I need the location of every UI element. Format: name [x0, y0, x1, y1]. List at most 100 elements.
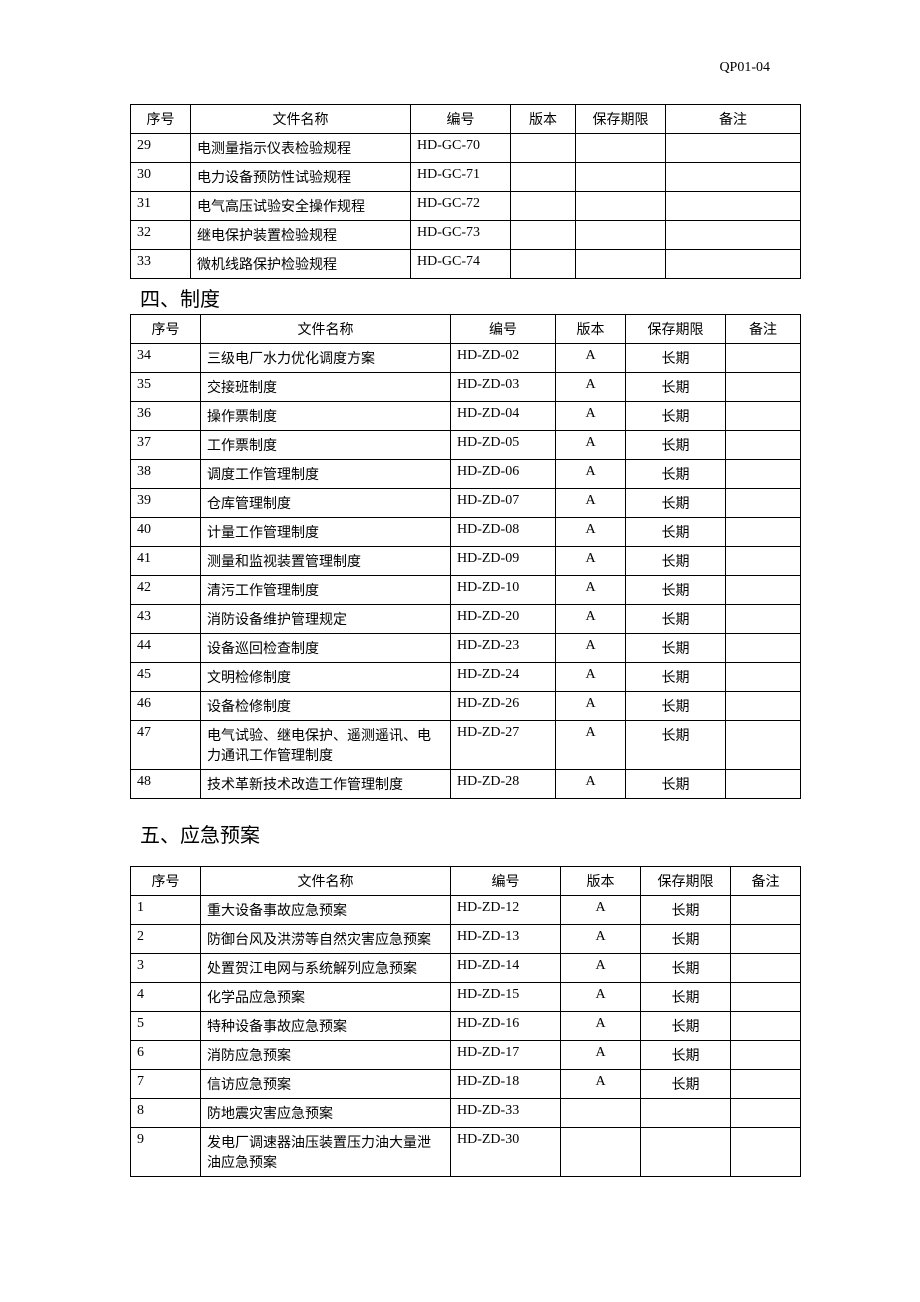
cell-keep: 长期	[626, 402, 726, 431]
cell-remark	[726, 373, 801, 402]
table-row: 1重大设备事故应急预案HD-ZD-12A长期	[131, 896, 801, 925]
cell-remark	[731, 925, 801, 954]
cell-version: A	[556, 663, 626, 692]
table-row: 35交接班制度HD-ZD-03A长期	[131, 373, 801, 402]
cell-remark	[726, 634, 801, 663]
cell-keep: 长期	[626, 460, 726, 489]
cell-code: HD-ZD-04	[451, 402, 556, 431]
cell-seq: 35	[131, 373, 201, 402]
cell-name: 化学品应急预案	[201, 983, 451, 1012]
cell-remark	[731, 1041, 801, 1070]
cell-version: A	[561, 1041, 641, 1070]
table-row: 36操作票制度HD-ZD-04A长期	[131, 402, 801, 431]
th-name: 文件名称	[191, 105, 411, 134]
cell-code: HD-ZD-18	[451, 1070, 561, 1099]
cell-keep: 长期	[626, 547, 726, 576]
cell-remark	[726, 460, 801, 489]
cell-remark	[731, 1070, 801, 1099]
cell-seq: 8	[131, 1099, 201, 1128]
cell-version: A	[561, 896, 641, 925]
cell-code: HD-ZD-12	[451, 896, 561, 925]
cell-remark	[726, 344, 801, 373]
cell-version	[561, 1099, 641, 1128]
th-keep: 保存期限	[576, 105, 666, 134]
cell-name: 防地震灾害应急预案	[201, 1099, 451, 1128]
cell-version: A	[556, 547, 626, 576]
cell-seq: 42	[131, 576, 201, 605]
cell-code: HD-ZD-20	[451, 605, 556, 634]
cell-name: 调度工作管理制度	[201, 460, 451, 489]
cell-version: A	[556, 460, 626, 489]
table-row: 41测量和监视装置管理制度HD-ZD-09A长期	[131, 547, 801, 576]
cell-keep	[576, 250, 666, 279]
cell-name: 三级电厂水力优化调度方案	[201, 344, 451, 373]
cell-remark	[726, 402, 801, 431]
table-row: 47电气试验、继电保护、遥测遥讯、电力通讯工作管理制度HD-ZD-27A长期	[131, 721, 801, 770]
cell-keep: 长期	[626, 692, 726, 721]
cell-seq: 38	[131, 460, 201, 489]
cell-name: 特种设备事故应急预案	[201, 1012, 451, 1041]
cell-seq: 29	[131, 134, 191, 163]
table-row: 40计量工作管理制度HD-ZD-08A长期	[131, 518, 801, 547]
cell-version: A	[556, 402, 626, 431]
cell-version: A	[556, 576, 626, 605]
cell-remark	[731, 1099, 801, 1128]
table-row: 44设备巡回检查制度HD-ZD-23A长期	[131, 634, 801, 663]
cell-remark	[731, 1128, 801, 1177]
cell-keep	[576, 192, 666, 221]
cell-seq: 7	[131, 1070, 201, 1099]
table-row: 33微机线路保护检验规程HD-GC-74	[131, 250, 801, 279]
document-id: QP01-04	[130, 60, 800, 76]
cell-remark	[666, 134, 801, 163]
cell-name: 消防设备维护管理规定	[201, 605, 451, 634]
cell-keep: 长期	[641, 1012, 731, 1041]
cell-code: HD-ZD-09	[451, 547, 556, 576]
th-remark: 备注	[731, 867, 801, 896]
cell-version: A	[556, 634, 626, 663]
cell-name: 微机线路保护检验规程	[191, 250, 411, 279]
cell-remark	[726, 431, 801, 460]
table-row: 48技术革新技术改造工作管理制度HD-ZD-28A长期	[131, 770, 801, 799]
cell-name: 重大设备事故应急预案	[201, 896, 451, 925]
th-seq: 序号	[131, 867, 201, 896]
cell-code: HD-ZD-02	[451, 344, 556, 373]
cell-remark	[731, 954, 801, 983]
th-name: 文件名称	[201, 315, 451, 344]
cell-keep: 长期	[641, 925, 731, 954]
cell-keep: 长期	[626, 770, 726, 799]
cell-seq: 30	[131, 163, 191, 192]
table-row: 42清污工作管理制度HD-ZD-10A长期	[131, 576, 801, 605]
cell-keep: 长期	[626, 431, 726, 460]
cell-keep: 长期	[626, 605, 726, 634]
cell-seq: 45	[131, 663, 201, 692]
cell-code: HD-ZD-24	[451, 663, 556, 692]
table-row: 45文明检修制度HD-ZD-24A长期	[131, 663, 801, 692]
cell-code: HD-ZD-13	[451, 925, 561, 954]
cell-version	[511, 163, 576, 192]
cell-remark	[666, 163, 801, 192]
cell-keep: 长期	[626, 489, 726, 518]
cell-code: HD-ZD-05	[451, 431, 556, 460]
cell-seq: 36	[131, 402, 201, 431]
cell-seq: 33	[131, 250, 191, 279]
cell-code: HD-GC-71	[411, 163, 511, 192]
table-header-row: 序号 文件名称 编号 版本 保存期限 备注	[131, 315, 801, 344]
cell-code: HD-ZD-15	[451, 983, 561, 1012]
cell-name: 电测量指示仪表检验规程	[191, 134, 411, 163]
cell-version: A	[556, 721, 626, 770]
cell-keep	[576, 134, 666, 163]
cell-seq: 46	[131, 692, 201, 721]
cell-remark	[731, 983, 801, 1012]
cell-name: 文明检修制度	[201, 663, 451, 692]
cell-code: HD-GC-73	[411, 221, 511, 250]
cell-code: HD-ZD-14	[451, 954, 561, 983]
table-row: 43消防设备维护管理规定HD-ZD-20A长期	[131, 605, 801, 634]
cell-seq: 5	[131, 1012, 201, 1041]
cell-keep: 长期	[626, 663, 726, 692]
th-version: 版本	[556, 315, 626, 344]
cell-name: 处置贺江电网与系统解列应急预案	[201, 954, 451, 983]
cell-code: HD-ZD-33	[451, 1099, 561, 1128]
cell-version: A	[561, 983, 641, 1012]
cell-remark	[726, 489, 801, 518]
cell-keep: 长期	[626, 373, 726, 402]
